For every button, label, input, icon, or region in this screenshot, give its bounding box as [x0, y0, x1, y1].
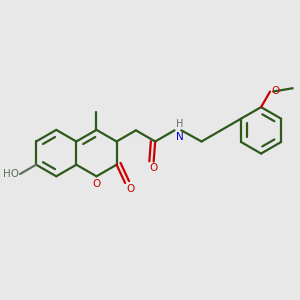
Text: H: H	[176, 119, 183, 129]
Text: O: O	[149, 164, 158, 173]
Text: N: N	[176, 132, 184, 142]
Text: HO: HO	[3, 169, 19, 179]
Text: O: O	[271, 86, 279, 96]
Text: O: O	[126, 184, 135, 194]
Text: O: O	[92, 179, 101, 189]
